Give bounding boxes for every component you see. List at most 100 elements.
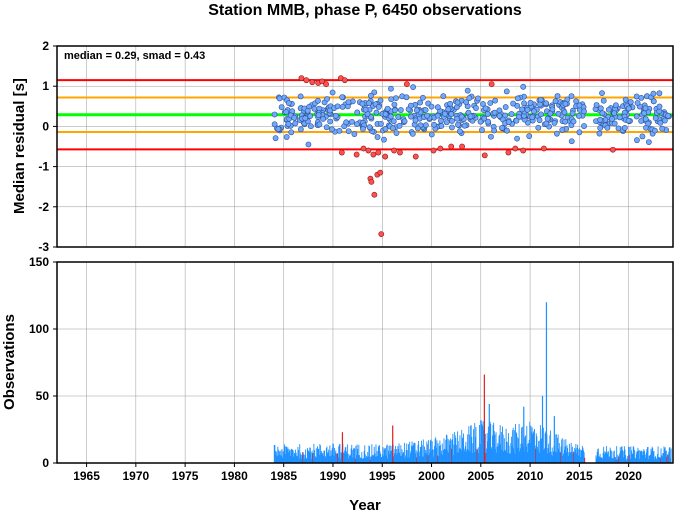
obs-bar [490, 448, 492, 463]
obs-bar [405, 450, 407, 463]
obs-bar [505, 428, 507, 463]
obs-bar [644, 454, 646, 463]
residual-point [292, 120, 299, 127]
obs-bar [375, 444, 377, 463]
obs-bar [434, 438, 436, 463]
obs-bar [511, 445, 513, 463]
bottom-ytick-label: 150 [29, 255, 49, 269]
obs-bar [334, 447, 336, 463]
obs-bar [536, 446, 538, 463]
obs-bar [618, 456, 620, 463]
obs-bar [631, 450, 632, 463]
obs-bar [658, 457, 660, 463]
residual-point [519, 106, 525, 113]
obs-bar [411, 445, 412, 463]
residual-point [291, 114, 298, 121]
obs-bar [389, 453, 391, 463]
obs-bar [666, 456, 668, 463]
residual-point [562, 118, 569, 125]
obs-bar [359, 458, 361, 463]
obs-bar [506, 441, 508, 463]
obs-bar [296, 455, 298, 463]
residual-point [641, 110, 648, 117]
obs-bar [460, 448, 462, 463]
obs-bar [449, 445, 451, 463]
obs-bar [481, 424, 483, 463]
obs-bar [668, 451, 670, 463]
obs-bar [393, 453, 395, 463]
obs-bar [503, 451, 505, 463]
obs-bar [621, 446, 623, 463]
obs-bar [478, 453, 480, 463]
obs-bar [573, 452, 575, 463]
obs-bar [291, 450, 293, 463]
obs-bar [311, 450, 313, 463]
obs-bar [330, 456, 331, 463]
residual-point [381, 136, 387, 143]
obs-bar [435, 447, 437, 463]
obs-bar [547, 453, 548, 463]
obs-bar [608, 457, 610, 463]
residual-point [600, 97, 607, 104]
obs-bar [624, 449, 626, 463]
obs-bar [584, 457, 586, 463]
obs-bar [469, 451, 471, 463]
obs-bar [397, 446, 399, 463]
residual-point [454, 99, 461, 106]
obs-bar [549, 430, 551, 463]
obs-bar [288, 452, 289, 463]
obs-bar [393, 456, 395, 463]
obs-bar [311, 458, 312, 463]
obs-bar [466, 451, 467, 463]
obs-bar [651, 451, 653, 463]
obs-bar [309, 447, 311, 463]
obs-bar [505, 451, 506, 463]
obs-bar [300, 454, 302, 463]
residual-point [434, 104, 441, 111]
obs-bar [463, 433, 464, 463]
obs-bar [292, 449, 294, 463]
residual-point [407, 102, 414, 109]
obs-bar [418, 456, 420, 463]
residual-point [297, 126, 304, 133]
obs-bar [452, 433, 454, 463]
obs-bar [500, 444, 502, 463]
outlier-point [437, 145, 444, 152]
residual-point [559, 127, 566, 133]
residual-point [345, 128, 352, 135]
obs-bar [376, 451, 378, 463]
obs-bar [307, 450, 309, 463]
obs-bar [640, 451, 642, 463]
obs-bar [367, 456, 369, 463]
obs-bar [538, 440, 540, 463]
obs-bar [531, 427, 533, 463]
obs-bar [345, 451, 347, 463]
obs-bar [604, 451, 606, 463]
residual-point [475, 95, 482, 102]
obs-bar [402, 452, 404, 463]
obs-bar [331, 455, 333, 463]
residual-point [652, 115, 659, 121]
obs-bar [645, 457, 647, 463]
outlier-point [520, 147, 527, 154]
obs-bar [442, 449, 444, 463]
residual-point [373, 109, 380, 116]
bottom-y-ticks: 0 50 100 150 [29, 255, 57, 470]
obs-peak-bar [488, 404, 490, 463]
obs-bar [456, 452, 458, 463]
obs-bar [381, 457, 383, 463]
outlier-point [309, 79, 316, 86]
obs-bar [526, 426, 528, 463]
obs-bar [659, 456, 661, 463]
residual-point [395, 114, 402, 120]
obs-bar [502, 434, 504, 463]
residual-point [645, 139, 652, 146]
obs-bar [522, 426, 524, 463]
obs-bar [497, 443, 499, 463]
residual-point [576, 102, 583, 109]
obs-bar [309, 447, 311, 463]
obs-bar [618, 456, 619, 463]
obs-bar [297, 446, 299, 463]
outlier-point [430, 147, 437, 154]
obs-bar [664, 448, 666, 463]
